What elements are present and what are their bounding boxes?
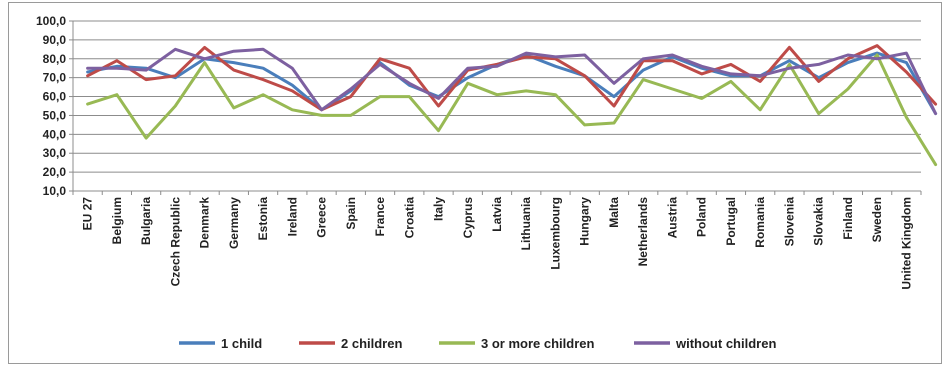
x-tick-label: Slovakia — [812, 197, 826, 246]
x-tick-label: Sweden — [870, 197, 884, 242]
x-tick-label: Belgium — [110, 197, 124, 244]
x-tick-label: Denmark — [198, 197, 212, 249]
x-tick-label: United Kingdom — [899, 197, 913, 290]
x-tick-label: Hungary — [578, 197, 592, 246]
legend-label-2-children: 2 children — [341, 336, 402, 351]
x-tick-label: Czech Republic — [168, 197, 182, 287]
x-tick-label: Portugal — [724, 197, 738, 246]
series-line-3-or-more-children — [86, 53, 938, 167]
x-tick-label: Cyprus — [461, 197, 475, 239]
x-tick-label: Croatia — [402, 197, 416, 239]
x-tick-label: Austria — [665, 197, 679, 239]
x-tick-label: Spain — [344, 197, 358, 230]
x-tick-label: Latvia — [490, 197, 504, 232]
x-tick-label: Luxembourg — [548, 197, 562, 270]
x-tick-label: Germany — [227, 197, 241, 249]
legend-label-without-children: without children — [675, 336, 776, 351]
y-tick-label: 20,0 — [43, 165, 67, 179]
x-tick-label: Poland — [695, 197, 709, 237]
x-tick-label: Slovenia — [782, 197, 796, 247]
legend-label-3-or-more-children: 3 or more children — [481, 336, 594, 351]
y-tick-label: 50,0 — [43, 108, 67, 122]
x-tick-label: Finland — [841, 197, 855, 240]
x-tick-label: Estonia — [256, 197, 270, 241]
x-tick-label: Ireland — [285, 197, 299, 236]
y-tick-label: 80,0 — [43, 52, 67, 66]
x-tick-label: Netherlands — [636, 197, 650, 267]
y-tick-label: 10,0 — [43, 184, 67, 198]
x-tick-label: Malta — [607, 197, 621, 228]
x-tick-label: Greece — [315, 197, 329, 238]
chart-frame: 10,0 20,0 30,0 40,0 50,0 60,0 70,0 80,0 90,0 100,… — [8, 2, 942, 364]
series-line-without-children — [86, 47, 938, 116]
line-chart: 10,0 20,0 30,0 40,0 50,0 60,0 70,0 80,0 90,0 100,… — [36, 14, 938, 351]
x-tick-label: EU 27 — [81, 197, 95, 231]
legend-label-1-child: 1 child — [221, 336, 262, 351]
x-tick-label: Lithuania — [519, 197, 533, 251]
x-tick-label: Romania — [753, 197, 767, 248]
y-tick-label: 90,0 — [43, 33, 67, 47]
y-tick-label: 100,0 — [36, 14, 66, 28]
x-tick-label: France — [373, 197, 387, 237]
x-tick-label: Bulgaria — [139, 197, 153, 245]
y-tick-label: 60,0 — [43, 90, 67, 104]
x-tick-label: Italy — [432, 197, 446, 221]
y-tick-label: 30,0 — [43, 146, 67, 160]
y-tick-label: 40,0 — [43, 127, 67, 141]
y-tick-label: 70,0 — [43, 71, 67, 85]
